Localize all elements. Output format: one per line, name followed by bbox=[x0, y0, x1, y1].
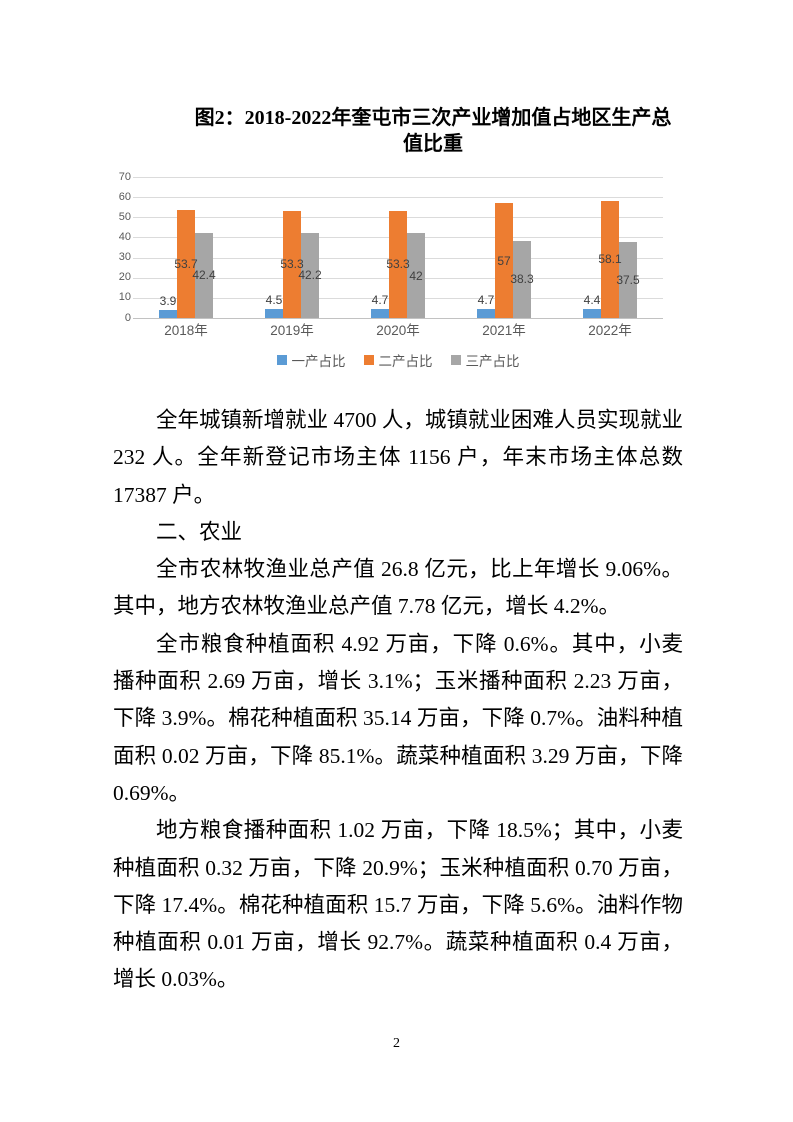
y-axis-tick-label: 20 bbox=[118, 271, 131, 284]
bar bbox=[619, 242, 637, 318]
bar bbox=[407, 233, 425, 318]
figure-caption-line2: 值比重 bbox=[403, 133, 463, 155]
bar bbox=[265, 308, 283, 318]
paragraph: 地方粮食播种面积 1.02 万亩，下降 18.5%；其中，小麦种植面积 0.32… bbox=[113, 818, 683, 992]
figure-caption: 图2：2018-2022年奎屯市三次产业增加值占地区生产总 值比重 bbox=[183, 105, 683, 157]
chart-legend: 一产占比 二产占比 三产占比 bbox=[133, 350, 663, 370]
y-axis-tick-label: 60 bbox=[118, 190, 131, 203]
x-axis-category-label: 2022年 bbox=[588, 323, 632, 338]
data-label: 4.7 bbox=[371, 292, 389, 307]
legend-swatch bbox=[450, 355, 461, 365]
data-label: 42 bbox=[409, 268, 423, 283]
bar bbox=[477, 308, 495, 318]
x-axis-category-label: 2021年 bbox=[482, 323, 526, 338]
x-axis-category-label: 2019年 bbox=[270, 323, 314, 338]
y-axis-tick-label: 40 bbox=[118, 230, 131, 243]
bar bbox=[195, 232, 213, 318]
section-heading: 二、农业 bbox=[156, 519, 243, 544]
y-axis-tick-label: 0 bbox=[124, 311, 131, 324]
paragraph: 全市粮食种植面积 4.92 万亩，下降 0.6%。其中，小麦播种面积 2.69 … bbox=[113, 631, 683, 805]
data-label: 53.3 bbox=[280, 257, 304, 272]
gridline bbox=[133, 197, 663, 199]
data-label: 4.4 bbox=[583, 293, 601, 308]
paragraph: 全市农林牧渔业总产值 26.8 亿元，比上年增长 9.06%。其中，地方农林牧渔… bbox=[113, 557, 683, 619]
data-label: 57 bbox=[497, 253, 511, 268]
bar bbox=[159, 310, 177, 318]
data-label: 4.7 bbox=[477, 292, 495, 307]
legend-label: 三产占比 bbox=[465, 354, 520, 369]
legend-swatch bbox=[363, 355, 374, 365]
gridline bbox=[133, 177, 663, 178]
legend-swatch bbox=[276, 355, 287, 365]
paragraph: 全年城镇新增就业 4700 人，城镇就业困难人员实现就业 232 人。全年新登记… bbox=[113, 408, 683, 507]
legend-label: 二产占比 bbox=[378, 354, 433, 369]
bar bbox=[495, 203, 513, 318]
bar bbox=[513, 240, 531, 318]
bar bbox=[301, 232, 319, 318]
bar bbox=[371, 308, 389, 318]
data-label: 42.4 bbox=[192, 268, 216, 283]
legend-item: 三产占比 bbox=[450, 350, 520, 370]
bar bbox=[601, 200, 619, 318]
legend-item: 一产占比 bbox=[276, 350, 346, 370]
data-label: 53.7 bbox=[174, 256, 198, 271]
bar bbox=[583, 309, 601, 318]
data-label: 38.3 bbox=[510, 272, 534, 287]
data-label: 37.5 bbox=[616, 273, 640, 288]
data-label: 42.2 bbox=[298, 268, 322, 283]
page-number: 2 bbox=[393, 1036, 400, 1051]
data-label: 58.1 bbox=[598, 252, 622, 267]
data-label: 4.5 bbox=[265, 292, 283, 307]
x-axis-category-label: 2018年 bbox=[164, 323, 208, 338]
data-label: 53.3 bbox=[386, 257, 410, 272]
y-axis-tick-label: 70 bbox=[118, 170, 131, 183]
data-label: 3.9 bbox=[159, 294, 177, 309]
x-axis-category-label: 2020年 bbox=[376, 323, 420, 338]
y-axis-tick-label: 10 bbox=[118, 291, 131, 304]
x-axis-line bbox=[133, 318, 663, 319]
y-axis-tick-label: 30 bbox=[118, 251, 131, 264]
legend-label: 一产占比 bbox=[291, 354, 346, 369]
bar bbox=[177, 209, 195, 318]
bar-chart: 0 10 20 30 40 50 60 70 2018年 2019年 2020年 2021年 2022年… bbox=[113, 165, 693, 380]
legend-item: 二产占比 bbox=[363, 350, 433, 370]
bar bbox=[283, 210, 301, 318]
y-axis-tick-label: 50 bbox=[118, 210, 131, 223]
bar bbox=[389, 210, 407, 318]
figure-caption-line1: 图2：2018-2022年奎屯市三次产业增加值占地区生产总 bbox=[194, 107, 672, 129]
body-text: 全年城镇新增就业 4700 人，城镇就业困难人员实现就业 232 人。全年新登记… bbox=[113, 402, 683, 999]
